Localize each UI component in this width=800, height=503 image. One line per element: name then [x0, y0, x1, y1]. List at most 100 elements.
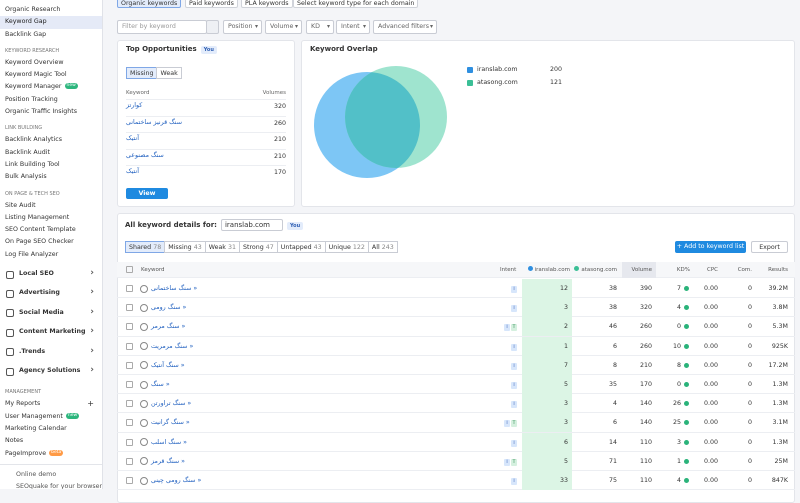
iranslab-bg: [522, 336, 572, 356]
nav-label: Position Tracking: [5, 95, 58, 103]
toggle-option[interactable]: Weak: [156, 67, 182, 79]
keyword[interactable]: سنگ ساختمانی »: [151, 285, 198, 292]
checkbox[interactable]: [126, 381, 133, 388]
nav-item[interactable]: Backlink Gap: [0, 29, 102, 41]
filter-dropdown[interactable]: Intent: [336, 20, 370, 34]
keyword[interactable]: سنگ رومی »: [151, 304, 187, 312]
checkbox[interactable]: [126, 304, 133, 312]
nav-item[interactable]: Backlink Analytics: [0, 134, 102, 146]
nav-item[interactable]: On Page SEO Checker: [0, 236, 102, 248]
nav-group[interactable]: Advertising: [0, 283, 102, 303]
nav-item[interactable]: Notes: [0, 435, 102, 447]
nav-item[interactable]: Listing Management: [0, 212, 102, 224]
checkbox[interactable]: [126, 285, 133, 292]
type-tab[interactable]: PLA keywords: [241, 0, 293, 8]
footer-item[interactable]: Online demo: [16, 470, 57, 478]
detail-tab[interactable]: Unique 122: [324, 241, 369, 253]
filter-input[interactable]: Filter by keyword: [117, 20, 207, 34]
keyword[interactable]: سنگ مصنوعی: [126, 151, 164, 159]
competition: 0: [747, 342, 752, 350]
add-button[interactable]: + Add to keyword list: [675, 241, 746, 253]
intent-badge: I: [511, 286, 517, 293]
nav-item[interactable]: Log File Analyzer: [0, 249, 102, 261]
domain-select[interactable]: iranslab.com: [220, 219, 284, 231]
nav-item[interactable]: Organic Traffic Insights: [0, 106, 102, 118]
panel-title: Keyword Overlap: [310, 45, 378, 53]
keyword[interactable]: آنتیک: [126, 168, 139, 175]
checkbox[interactable]: [126, 419, 133, 427]
nav-item[interactable]: Position Tracking: [0, 94, 102, 106]
keyword[interactable]: سنگ مرمر »: [151, 323, 186, 331]
detail-tab[interactable]: All 243: [367, 241, 398, 253]
legend-count: 200: [550, 66, 563, 73]
checkbox[interactable]: [126, 457, 133, 465]
nav-item[interactable]: Bulk Analysis: [0, 171, 102, 183]
view-details[interactable]: View details: [126, 188, 168, 208]
results: 1.3M: [772, 438, 788, 446]
nav-group[interactable]: Content Marketing: [0, 322, 102, 342]
detail-tab[interactable]: Untapped 43: [276, 241, 326, 253]
search-button[interactable]: [206, 20, 219, 34]
checkbox[interactable]: [126, 477, 133, 484]
nav-item[interactable]: SEO Content Template: [0, 224, 102, 236]
nav-item[interactable]: Marketing Calendar: [0, 423, 102, 435]
checkbox[interactable]: [126, 323, 133, 331]
export-button[interactable]: Export: [751, 241, 788, 253]
keyword[interactable]: سنگ اسلب »: [151, 438, 187, 446]
kd-dot: [684, 401, 689, 407]
column-header: atasong.com: [574, 262, 617, 278]
table-row: سنگ مرمریت » I 1 6 260 10 0.00 0 925K: [117, 336, 795, 356]
competition: 0: [747, 419, 752, 427]
nav-item[interactable]: Backlink Audit: [0, 147, 102, 159]
keyword[interactable]: آنتیک: [126, 135, 139, 142]
keyword[interactable]: سنگ گرانیت »: [151, 419, 190, 427]
nav-group[interactable]: Social Media: [0, 303, 102, 323]
nav-item[interactable]: Keyword Manager new: [0, 81, 102, 93]
nav-group[interactable]: Local SEO: [0, 264, 102, 284]
nav-item[interactable]: My Reports +: [0, 398, 102, 410]
keyword[interactable]: سنگ قرنیز ساختمانی: [126, 118, 182, 126]
keyword[interactable]: سنگ مرمریت »: [151, 342, 194, 350]
nav-item[interactable]: Site Audit: [0, 200, 102, 212]
keyword[interactable]: سنگ تراورتن »: [151, 400, 192, 408]
nav-item[interactable]: Link Building Tool: [0, 159, 102, 171]
iranslab-bg: [522, 451, 572, 471]
checkbox[interactable]: [126, 342, 133, 350]
page: Organic Research Keyword Gap Backlink Gap K…: [0, 0, 800, 489]
nav-item[interactable]: Keyword Magic Tool: [0, 69, 102, 81]
type-tab[interactable]: Select keyword type for each domain: [293, 0, 419, 8]
checkbox[interactable]: [126, 361, 133, 369]
type-tab[interactable]: Organic keywords: [117, 0, 182, 8]
competition: 0: [747, 400, 752, 408]
detail-tab[interactable]: Missing 43: [164, 241, 206, 253]
nav-group[interactable]: .Trends: [0, 342, 102, 361]
keyword[interactable]: کوارتز: [126, 102, 143, 109]
type-tab[interactable]: Paid keywords: [185, 0, 238, 8]
detail-tab[interactable]: Weak 31: [204, 241, 240, 253]
nav-item[interactable]: Organic Research: [0, 4, 102, 16]
nav-item[interactable]: Keyword Gap: [0, 16, 102, 29]
keyword[interactable]: سنگ آنتیک »: [151, 361, 185, 369]
keyword[interactable]: سنگ رومی چینی »: [151, 477, 202, 484]
competition: 0: [747, 457, 752, 465]
keyword[interactable]: سنگ »: [151, 381, 170, 388]
checkbox[interactable]: [126, 438, 133, 446]
keyword[interactable]: سنگ قرمز »: [151, 457, 186, 465]
detail-tab[interactable]: Shared 78: [125, 241, 166, 253]
keyword-text: سنگ: [151, 381, 164, 388]
kd: 25: [672, 419, 681, 427]
filter-dropdown[interactable]: Position: [223, 20, 262, 34]
checkbox[interactable]: [126, 400, 133, 408]
nav-item[interactable]: PageImprove beta: [0, 448, 102, 460]
detail-tab[interactable]: Strong 47: [239, 241, 278, 253]
footer-item[interactable]: SEOquake for your browser: [16, 483, 103, 489]
kd-dot: [684, 343, 689, 349]
filter-dropdown[interactable]: Advanced filters: [373, 20, 437, 34]
nav-item[interactable]: User Management new: [0, 411, 102, 423]
toggle-option[interactable]: Missing: [126, 67, 158, 79]
nav-group[interactable]: Agency Solutions: [0, 361, 102, 381]
filter-dropdown[interactable]: KD: [306, 20, 334, 34]
section-heading: KEYWORD RESEARCH: [5, 47, 60, 54]
filter-dropdown[interactable]: Volume: [265, 20, 302, 34]
nav-item[interactable]: Keyword Overview: [0, 57, 102, 69]
